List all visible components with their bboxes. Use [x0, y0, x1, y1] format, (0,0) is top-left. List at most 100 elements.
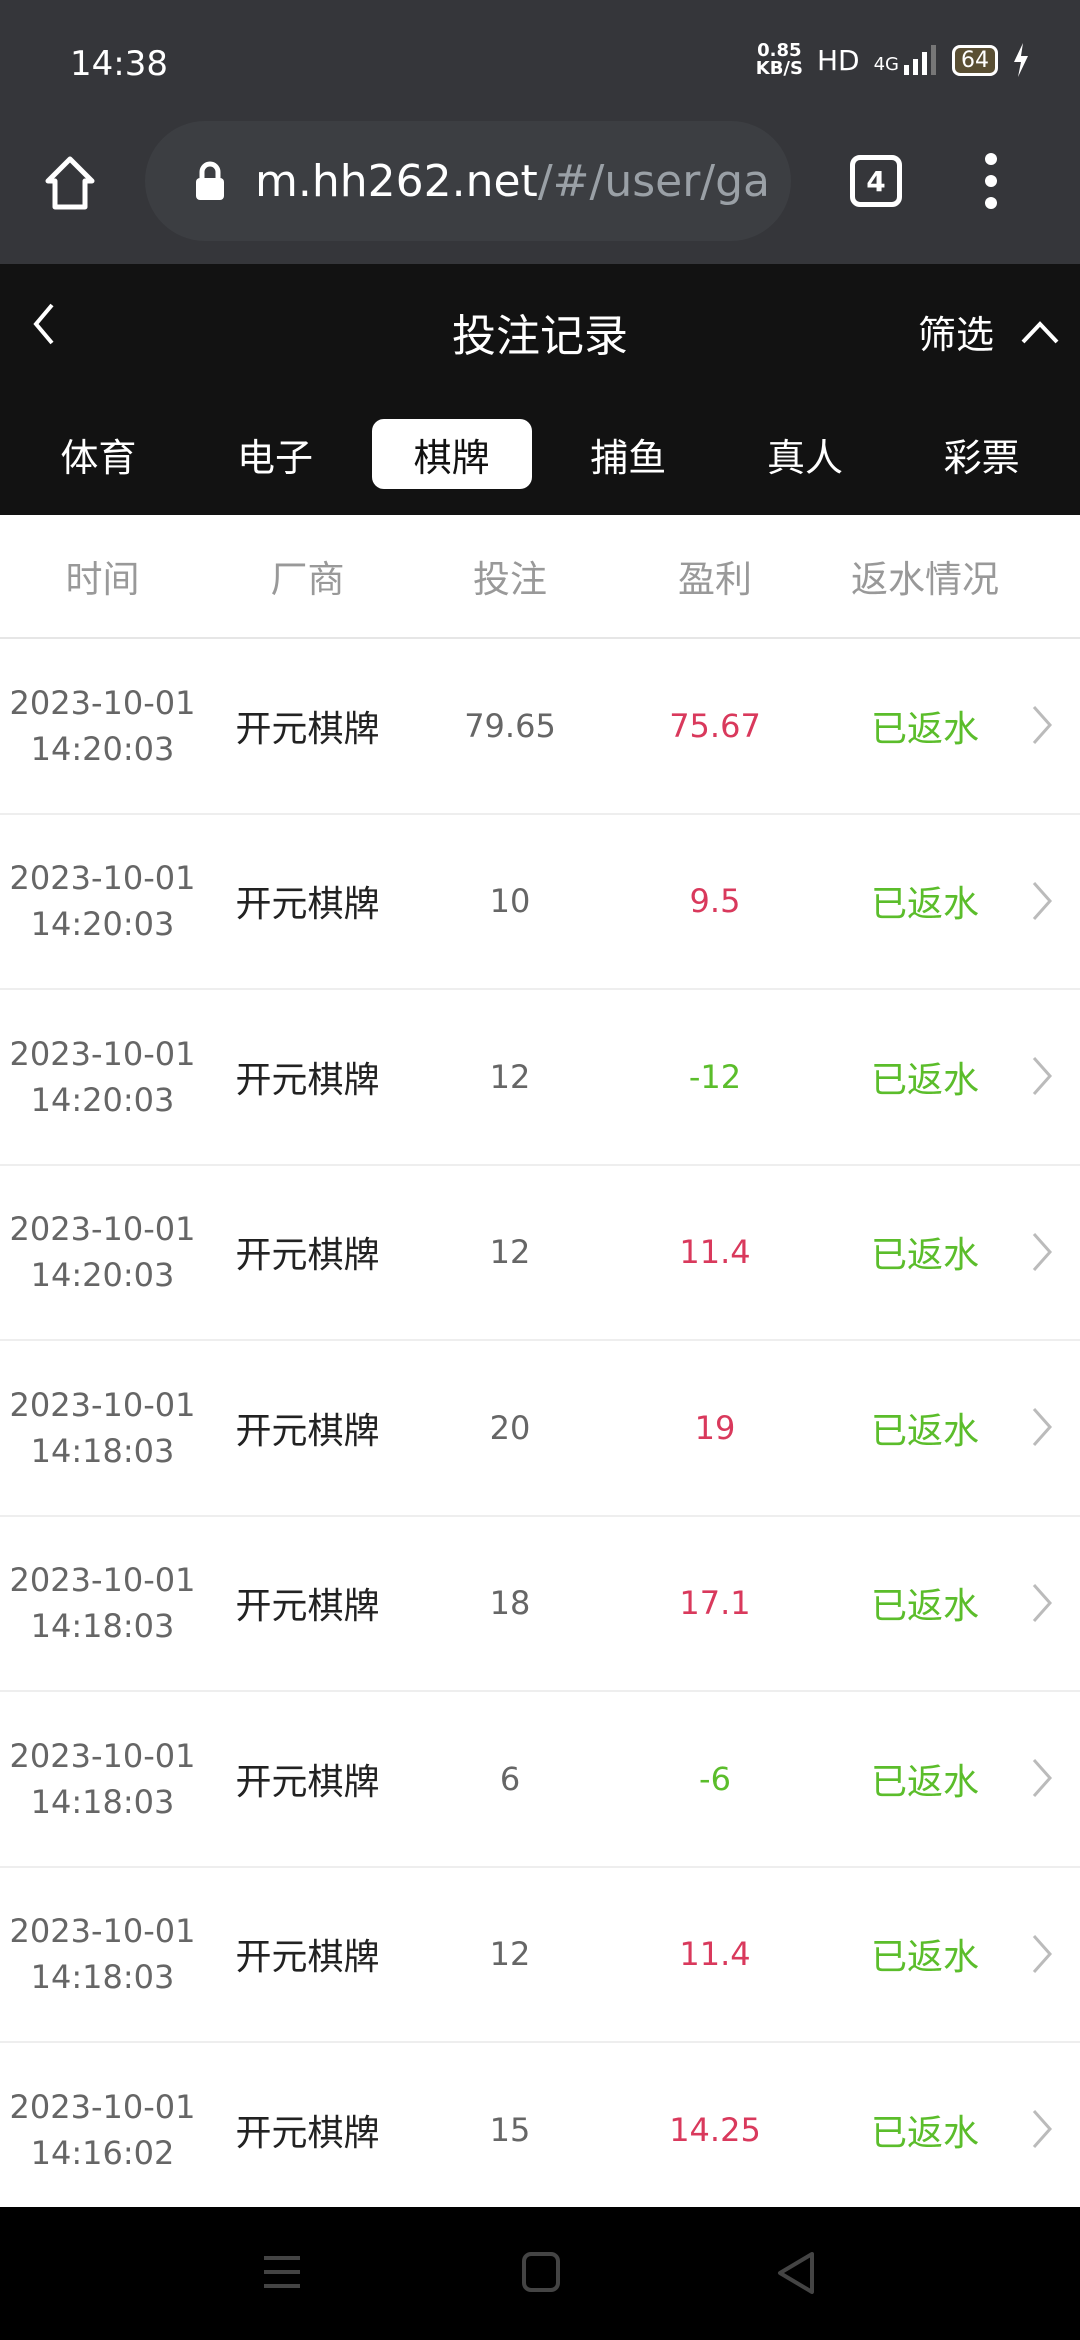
bet-amount: 12	[489, 1935, 531, 1974]
bet-clock: 14:20:03	[30, 1080, 175, 1119]
table-row[interactable]: 2023-10-01 14:20:03 开元棋牌 79.65 75.67 已返水	[0, 639, 1080, 815]
chevron-right-icon[interactable]	[1030, 1230, 1054, 1274]
tab-live[interactable]: 真人	[766, 435, 843, 480]
vendor: 开元棋牌	[235, 1937, 380, 1979]
vendor: 开元棋牌	[235, 1059, 380, 1101]
bet-date: 2023-10-01	[9, 859, 196, 898]
bet-clock: 14:18:03	[30, 1782, 175, 1821]
col-vendor: 厂商	[270, 558, 345, 601]
speed-unit: KB/S	[755, 58, 803, 79]
bet-clock: 14:18:03	[30, 1431, 175, 1470]
bet-amount: 18	[489, 1584, 531, 1623]
rebate-status: 已返水	[870, 1059, 979, 1101]
lock-icon	[196, 161, 224, 200]
bet-time: 2023-10-01 14:18:03	[0, 1382, 205, 1474]
rebate-status: 已返水	[870, 1586, 979, 1628]
page-header: 投注记录 筛选 体育 电子 棋牌 捕鱼 真人 彩票	[0, 264, 1080, 515]
bet-amount: 79.65	[464, 706, 556, 745]
url-path: /#/user/ga	[537, 155, 771, 207]
chevron-right-icon[interactable]	[1030, 879, 1054, 923]
bet-amount: 10	[489, 882, 531, 921]
tab-lottery[interactable]: 彩票	[943, 435, 1020, 480]
bet-clock: 14:18:03	[30, 1958, 175, 1997]
rebate-status: 已返水	[870, 1761, 979, 1803]
chevron-right-icon[interactable]	[1030, 1756, 1054, 1800]
chevron-right-icon[interactable]	[1030, 2107, 1054, 2151]
profit: 17.1	[679, 1584, 751, 1623]
home-icon[interactable]	[42, 155, 98, 211]
table-row[interactable]: 2023-10-01 14:20:03 开元棋牌 12 11.4 已返水	[0, 1166, 1080, 1341]
rebate-status: 已返水	[870, 1235, 979, 1277]
tab-switcher-button[interactable]: 4	[850, 155, 902, 207]
url-host: m.hh262.net	[255, 155, 538, 207]
home-button-icon[interactable]	[522, 2252, 560, 2292]
category-tabs: 体育 电子 棋牌 捕鱼 真人 彩票	[0, 419, 1080, 489]
page-title: 投注记录	[452, 311, 628, 362]
table-row[interactable]: 2023-10-01 14:18:03 开元棋牌 6 -6 已返水	[0, 1692, 1080, 1868]
profit: 19	[694, 1408, 736, 1447]
table-header: 时间 厂商 投注 盈利 返水情况	[0, 515, 1080, 639]
rebate-status: 已返水	[870, 884, 979, 926]
bet-amount: 12	[489, 1233, 531, 1272]
back-button-icon[interactable]	[776, 2252, 816, 2294]
rebate-status: 已返水	[870, 1410, 979, 1452]
table-row[interactable]: 2023-10-01 14:20:03 开元棋牌 12 -12 已返水	[0, 990, 1080, 1166]
vendor: 开元棋牌	[235, 2112, 380, 2154]
profit: -6	[699, 1759, 731, 1798]
chevron-right-icon[interactable]	[1030, 1932, 1054, 1976]
vendor: 开元棋牌	[235, 1586, 380, 1628]
chevron-right-icon[interactable]	[1030, 1405, 1054, 1449]
vendor: 开元棋牌	[235, 1410, 380, 1452]
hd-indicator: HD	[816, 43, 860, 77]
bet-clock: 14:20:03	[30, 1256, 175, 1295]
tab-fishing[interactable]: 捕鱼	[590, 435, 667, 480]
bet-time: 2023-10-01 14:16:02	[0, 2084, 205, 2176]
profit: 11.4	[679, 1233, 751, 1272]
bet-date: 2023-10-01	[9, 1034, 196, 1073]
col-profit: 盈利	[678, 558, 752, 601]
back-icon[interactable]	[30, 299, 60, 349]
table-row[interactable]: 2023-10-01 14:20:03 开元棋牌 10 9.5 已返水	[0, 815, 1080, 990]
bet-time: 2023-10-01 14:18:03	[0, 1557, 205, 1649]
bet-amount: 12	[489, 1057, 531, 1096]
table-row[interactable]: 2023-10-01 14:18:03 开元棋牌 18 17.1 已返水	[0, 1517, 1080, 1692]
bet-time: 2023-10-01 14:20:03	[0, 680, 205, 772]
rebate-status: 已返水	[870, 1937, 979, 1979]
table-row[interactable]: 2023-10-01 14:18:03 开元棋牌 12 11.4 已返水	[0, 1868, 1080, 2043]
tab-sports[interactable]: 体育	[60, 435, 137, 480]
clock: 14:38	[70, 44, 168, 84]
vendor: 开元棋牌	[235, 1235, 380, 1277]
battery-icon: 64	[952, 44, 998, 76]
profit: -12	[688, 1057, 742, 1096]
address-bar[interactable]: m.hh262.net/#/user/ga	[145, 121, 791, 241]
browser-toolbar: m.hh262.net/#/user/ga 4	[0, 115, 1080, 264]
bet-time: 2023-10-01 14:18:03	[0, 1908, 205, 2000]
chevron-up-icon	[1021, 320, 1059, 343]
table-row[interactable]: 2023-10-01 14:16:02 开元棋牌 15 14.25 已返水	[0, 2043, 1080, 2219]
filter-button[interactable]: 筛选	[918, 304, 1060, 359]
chevron-right-icon[interactable]	[1030, 703, 1054, 747]
filter-label: 筛选	[917, 313, 994, 357]
tab-chess-cards[interactable]: 棋牌	[371, 419, 532, 489]
signal-icon: 4G	[874, 45, 938, 75]
more-menu-icon[interactable]	[985, 153, 997, 209]
bet-amount: 6	[499, 1759, 521, 1798]
vendor: 开元棋牌	[235, 1761, 380, 1803]
bet-date: 2023-10-01	[9, 683, 196, 722]
tab-electronic[interactable]: 电子	[236, 435, 313, 480]
rebate-status: 已返水	[870, 2112, 979, 2154]
rebate-status: 已返水	[870, 708, 979, 750]
chevron-right-icon[interactable]	[1030, 1581, 1054, 1625]
col-bet: 投注	[473, 558, 547, 601]
recent-apps-icon[interactable]	[262, 2252, 302, 2292]
table-row[interactable]: 2023-10-01 14:18:03 开元棋牌 20 19 已返水	[0, 1341, 1080, 1517]
chevron-right-icon[interactable]	[1030, 1054, 1054, 1098]
system-nav-bar	[0, 2207, 1080, 2340]
bet-clock: 14:20:03	[30, 905, 175, 944]
bet-clock: 14:18:03	[30, 1607, 175, 1646]
bet-date: 2023-10-01	[9, 1561, 196, 1600]
speed-value: 0.85	[757, 40, 802, 61]
vendor: 开元棋牌	[235, 884, 380, 926]
status-bar: 14:38 0.85 KB/S HD 4G 64	[0, 0, 1080, 115]
bet-time: 2023-10-01 14:18:03	[0, 1733, 205, 1825]
